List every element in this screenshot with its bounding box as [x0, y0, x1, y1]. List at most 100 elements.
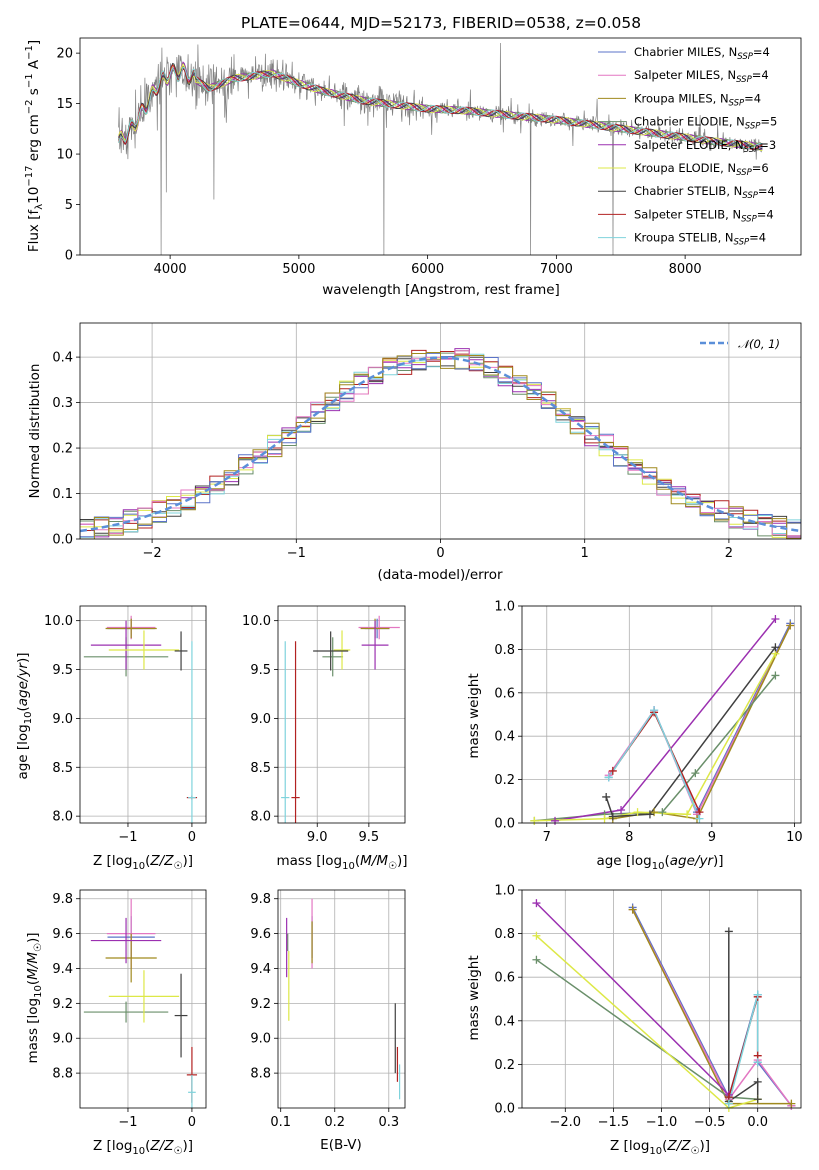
y-tick-label: 0.6	[494, 686, 515, 701]
x-tick-label: 10	[786, 830, 803, 845]
age-vs-Z-panel: −1 0 8.0 8.5 9.0 9.5 10.0	[44, 605, 207, 845]
y-tick-label: 0.8	[494, 643, 515, 658]
massweight-point	[608, 812, 617, 821]
axes-frame	[79, 605, 207, 824]
x-tick-label: −0.5	[694, 1115, 726, 1130]
x-tick-label: 0	[188, 1115, 196, 1130]
ageZ-xlabel: Z [log10(Z/Z☉)]	[93, 853, 193, 872]
legend-label: Salpeter STELIB, NSSP=4	[634, 207, 774, 224]
massweight-series-line	[608, 623, 791, 814]
massweight-series-line	[535, 935, 758, 1108]
massweight-series-line	[535, 959, 758, 1101]
massweight-point	[530, 816, 539, 825]
spectrum-model-line	[118, 61, 763, 150]
wAge-ylabel: mass weight	[466, 673, 482, 758]
y-tick-label: 15	[56, 97, 73, 112]
y-tick-label: 0.6	[494, 971, 515, 986]
massweight-point	[771, 643, 780, 652]
x-tick-label: 0	[188, 830, 196, 845]
massweight-point	[753, 1095, 762, 1104]
legend-label: Kroupa ELODIE, NSSP=6	[634, 161, 769, 178]
massweight-point	[604, 773, 613, 782]
x-tick-label: 9	[708, 830, 716, 845]
y-tick-label: 8.5	[52, 761, 73, 776]
y-tick-label: 0.4	[494, 730, 515, 745]
y-tick-label: 8.0	[52, 810, 73, 825]
legend-label: Salpeter MILES, NSSP=4	[634, 68, 769, 85]
massweight-point	[617, 805, 626, 814]
y-tick-label: 8.0	[250, 810, 271, 825]
massweight-series-line	[631, 909, 793, 1107]
legend-label: Chabrier STELIB, NSSP=4	[634, 184, 775, 201]
spectrum-model-line	[118, 63, 763, 151]
x-tick-label: 7000	[540, 262, 573, 277]
clipped-layer	[80, 348, 801, 539]
normal-curve	[80, 356, 801, 533]
x-tick-label: −1	[118, 1115, 137, 1130]
y-tick-label: 0.0	[494, 1102, 515, 1117]
x-tick-label: 0.2	[324, 1115, 345, 1130]
y-tick-label: 9.0	[52, 712, 73, 727]
spectrum-legend: Chabrier MILES, NSSP=4 Salpeter MILES, NS…	[598, 45, 777, 248]
y-tick-label: 1.0	[494, 884, 515, 899]
axes-frame	[277, 605, 406, 824]
legend-label: Chabrier MILES, NSSP=4	[634, 45, 770, 62]
clipped-layer	[286, 898, 401, 1100]
massweight-point	[753, 990, 762, 999]
massweight-series-line	[612, 710, 701, 813]
x-tick-label: 1	[581, 546, 589, 561]
massweight-series-line	[534, 674, 776, 822]
y-tick-label: 9.6	[52, 927, 73, 942]
massweight-point	[786, 621, 795, 630]
massweight-point	[532, 899, 541, 908]
x-tick-label: 0.3	[378, 1115, 399, 1130]
clipped-layer	[83, 615, 198, 823]
x-tick-label: 4000	[154, 262, 187, 277]
massweight-point	[771, 671, 780, 680]
legend-label: Chabrier ELODIE, NSSP=5	[634, 115, 777, 132]
y-tick-label: 0.0	[494, 817, 515, 832]
y-tick-label: 9.4	[52, 962, 73, 977]
massweight-point	[645, 810, 654, 819]
axes-frame	[277, 889, 406, 1109]
massweight-point	[600, 814, 609, 823]
histogram-legend: 𝒩(0, 1)	[700, 337, 780, 351]
x-tick-label: 6000	[411, 262, 444, 277]
massweight-point	[658, 808, 667, 817]
x-tick-label: 8	[625, 830, 633, 845]
x-tick-label: 5000	[282, 262, 315, 277]
massweight-point	[650, 706, 659, 715]
x-tick-label: 0.0	[747, 1115, 768, 1130]
axes-frame	[79, 37, 802, 256]
y-tick-label: 0.2	[52, 442, 73, 457]
y-tick-label: 8.8	[250, 1067, 271, 1082]
histogram-ylabel: Normed distribution	[27, 364, 43, 499]
mass-vs-Z-panel: −1 0 8.8 9.0 9.2 9.4 9.6 9.8	[52, 889, 207, 1130]
massweight-point	[602, 792, 611, 801]
massweight-point	[608, 766, 617, 775]
ageM-xlabel: mass [log10(M/M☉)]	[276, 853, 407, 872]
y-tick-label: 0.4	[494, 1014, 515, 1029]
y-tick-label: 9.4	[250, 962, 271, 977]
massweight-vs-age-panel: 7 8 9 10 0.0 0.2 0.4 0.6 0.8 1.0	[494, 600, 802, 846]
spectrum-xlabel: wavelength [Angstrom, rest frame]	[322, 282, 560, 298]
massweight-point	[724, 927, 733, 936]
x-tick-label: 0.1	[270, 1115, 291, 1130]
y-tick-label: 9.5	[250, 663, 271, 678]
axes-frame	[79, 322, 802, 540]
massweight-series-line	[535, 902, 730, 1096]
y-tick-label: 5	[65, 198, 73, 213]
mZ-xlabel: Z [log10(Z/Z☉)]	[93, 1138, 193, 1157]
y-tick-label: 9.6	[250, 927, 271, 942]
y-tick-label: 20	[56, 47, 73, 62]
massweight-point	[695, 814, 704, 823]
histogram-panel: −2 −1 0 1 2 0.0 0.1 0.2 0.3 0.4 Normed distributi…	[27, 322, 802, 583]
mZ-ylabel: mass [log10(M/M☉)]	[25, 932, 44, 1063]
y-tick-label: 9.0	[250, 1032, 271, 1047]
x-tick-label: −1	[287, 546, 306, 561]
y-tick-label: 0.8	[494, 927, 515, 942]
age-vs-mass-panel: 9.0 9.5 8.0 8.5 9.0 9.5 10.0	[242, 605, 406, 845]
y-tick-label: 10	[56, 148, 73, 163]
massweight-point	[650, 808, 659, 817]
